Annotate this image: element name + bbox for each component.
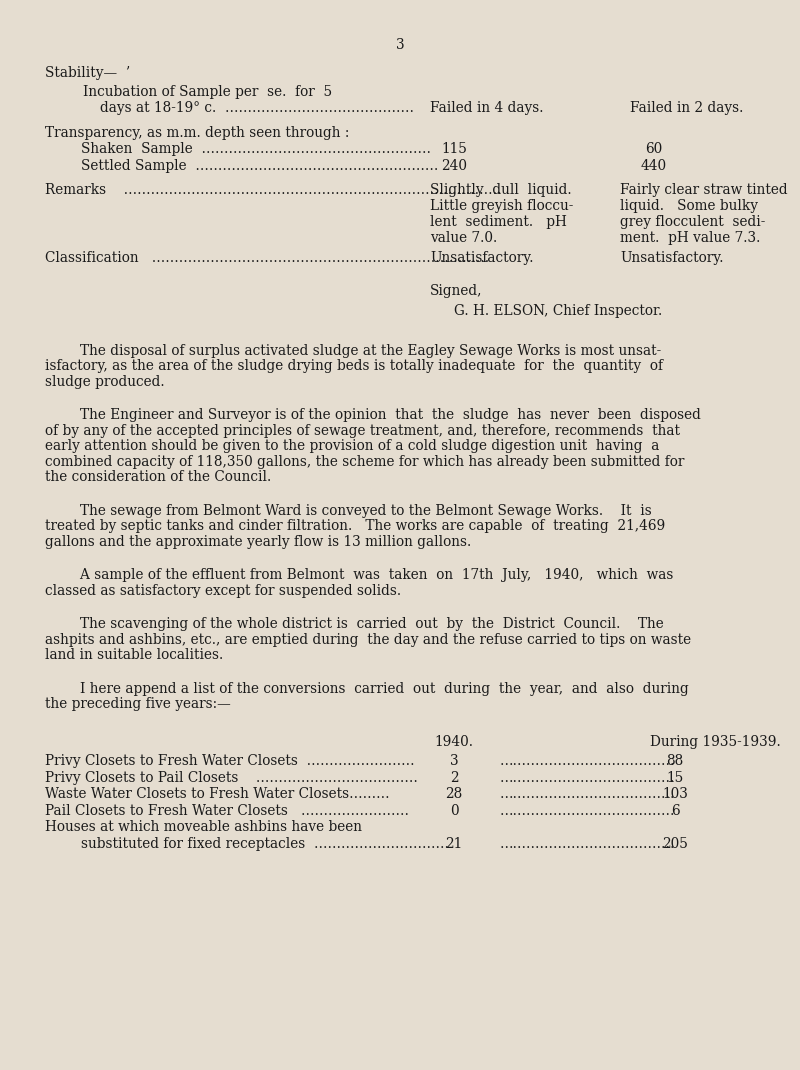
Text: Unsatisfactory.: Unsatisfactory. [620,251,723,265]
Text: classed as satisfactory except for suspended solids.: classed as satisfactory except for suspe… [45,583,401,598]
Text: Stability—  ’: Stability— ’ [45,66,130,80]
Text: ashpits and ashbins, etc., are emptied during  the day and the refuse carried to: ashpits and ashbins, etc., are emptied d… [45,632,691,646]
Text: 3: 3 [450,754,458,768]
Text: Signed,: Signed, [430,285,482,299]
Text: combined capacity of 118,350 gallons, the scheme for which has already been subm: combined capacity of 118,350 gallons, th… [45,455,684,469]
Text: 440: 440 [641,158,667,172]
Text: 1940.: 1940. [434,735,474,749]
Text: Slightly  dull  liquid.: Slightly dull liquid. [430,183,572,197]
Text: 2: 2 [450,771,458,785]
Text: the consideration of the Council.: the consideration of the Council. [45,470,271,484]
Text: G. H. ELSON, Chief Inspector.: G. H. ELSON, Chief Inspector. [454,304,662,318]
Text: Unsatisfactory.: Unsatisfactory. [430,251,534,265]
Text: …………………………………: ………………………………… [500,788,675,801]
Text: 15: 15 [666,771,684,785]
Text: 0: 0 [450,804,458,817]
Text: Failed in 4 days.: Failed in 4 days. [430,102,543,116]
Text: sludge produced.: sludge produced. [45,374,165,388]
Text: 115: 115 [441,142,467,156]
Text: Privy Closets to Pail Closets    ………………………………: Privy Closets to Pail Closets …………………………… [45,771,418,785]
Text: 60: 60 [646,142,662,156]
Text: Classification   …………………………………………………………………: Classification ………………………………………………………………… [45,251,490,265]
Text: The Engineer and Surveyor is of the opinion  that  the  sludge  has  never  been: The Engineer and Surveyor is of the opin… [45,408,701,423]
Text: days at 18-19° c.  ……………………………………: days at 18-19° c. …………………………………… [100,102,414,116]
Text: 240: 240 [441,158,467,172]
Text: A sample of the effluent from Belmont  was  taken  on  17th  July,   1940,   whi: A sample of the effluent from Belmont wa… [45,568,674,582]
Text: I here append a list of the conversions  carried  out  during  the  year,  and  : I here append a list of the conversions … [45,682,689,696]
Text: …………………………………: ………………………………… [500,837,675,851]
Text: Waste Water Closets to Fresh Water Closets………: Waste Water Closets to Fresh Water Close… [45,788,390,801]
Text: Transparency, as m.m. depth seen through :: Transparency, as m.m. depth seen through… [45,125,350,140]
Text: Pail Closets to Fresh Water Closets   ……………………: Pail Closets to Fresh Water Closets …………… [45,804,409,817]
Text: …………………………………: ………………………………… [500,754,675,768]
Text: treated by septic tanks and cinder filtration.   The works are capable  of  trea: treated by septic tanks and cinder filtr… [45,519,666,533]
Text: isfactory, as the area of the sludge drying beds is totally inadequate  for  the: isfactory, as the area of the sludge dry… [45,360,663,373]
Text: 103: 103 [662,788,688,801]
Text: lent  sediment.   pH: lent sediment. pH [430,215,567,229]
Text: Fairly clear straw tinted: Fairly clear straw tinted [620,183,788,197]
Text: the preceding five years:—: the preceding five years:— [45,698,230,712]
Text: ment.  pH value 7.3.: ment. pH value 7.3. [620,231,760,245]
Text: Privy Closets to Fresh Water Closets  ……………………: Privy Closets to Fresh Water Closets ………… [45,754,414,768]
Text: land in suitable localities.: land in suitable localities. [45,648,223,662]
Text: 6: 6 [670,804,679,817]
Text: grey flocculent  sedi-: grey flocculent sedi- [620,215,766,229]
Text: Shaken  Sample  ……………………………………………: Shaken Sample …………………………………………… [81,142,431,156]
Text: Houses at which moveable ashbins have been: Houses at which moveable ashbins have be… [45,821,362,835]
Text: Incubation of Sample per  se.  for  5: Incubation of Sample per se. for 5 [83,85,332,100]
Text: 205: 205 [662,837,688,851]
Text: Remarks    …………………………………………………………………………: Remarks ………………………………………………………………………… [45,183,502,197]
Text: gallons and the approximate yearly flow is 13 million gallons.: gallons and the approximate yearly flow … [45,535,471,549]
Text: 21: 21 [446,837,462,851]
Text: The sewage from Belmont Ward is conveyed to the Belmont Sewage Works.    It  is: The sewage from Belmont Ward is conveyed… [45,504,652,518]
Text: …………………………………: ………………………………… [500,771,675,785]
Text: 28: 28 [446,788,462,801]
Text: substituted for fixed receptacles  …………………………: substituted for fixed receptacles ………………… [81,837,449,851]
Text: The disposal of surplus activated sludge at the Eagley Sewage Works is most unsa: The disposal of surplus activated sludge… [45,343,662,357]
Text: The scavenging of the whole district is  carried  out  by  the  District  Counci: The scavenging of the whole district is … [45,617,664,631]
Text: liquid.   Some bulky: liquid. Some bulky [620,199,758,213]
Text: value 7.0.: value 7.0. [430,231,498,245]
Text: 88: 88 [666,754,684,768]
Text: During 1935-1939.: During 1935-1939. [650,735,781,749]
Text: early attention should be given to the provision of a cold sludge digestion unit: early attention should be given to the p… [45,439,659,454]
Text: …………………………………: ………………………………… [500,804,675,817]
Text: 3: 3 [396,39,404,52]
Text: Little greyish floccu-: Little greyish floccu- [430,199,574,213]
Text: Failed in 2 days.: Failed in 2 days. [630,102,743,116]
Text: of by any of the accepted principles of sewage treatment, and, therefore, recomm: of by any of the accepted principles of … [45,424,680,438]
Text: Settled Sample  ………………………………………………: Settled Sample ……………………………………………… [81,158,438,172]
